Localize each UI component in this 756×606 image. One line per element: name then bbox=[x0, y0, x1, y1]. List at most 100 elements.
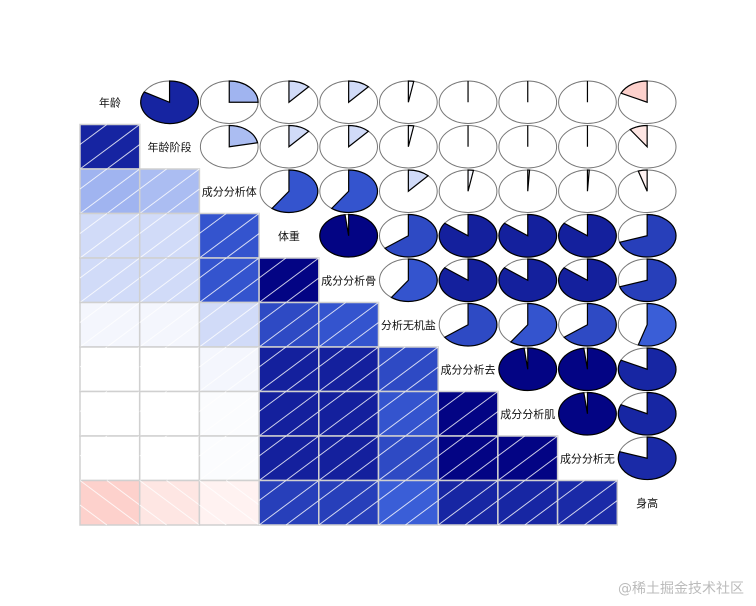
shade-line bbox=[79, 168, 108, 190]
shade-line bbox=[258, 435, 287, 457]
shade-line bbox=[225, 233, 260, 259]
shade-line bbox=[378, 435, 439, 481]
shade-line bbox=[225, 322, 260, 348]
variable-label: 年龄阶段 bbox=[148, 140, 192, 154]
shade-line bbox=[318, 346, 379, 392]
shade-line bbox=[106, 188, 140, 214]
shade-line bbox=[437, 391, 466, 412]
shade-line bbox=[79, 302, 108, 323]
pie-slice bbox=[467, 169, 475, 192]
shade-line bbox=[106, 480, 140, 506]
shade-line bbox=[139, 168, 167, 190]
shade-line bbox=[139, 213, 200, 259]
pie-slice bbox=[348, 80, 370, 104]
pie-slice bbox=[498, 258, 558, 303]
shade-line bbox=[199, 346, 260, 392]
shade-line bbox=[166, 366, 200, 392]
shade-line bbox=[139, 257, 167, 279]
pie-slice bbox=[617, 436, 677, 481]
shade-line bbox=[285, 411, 320, 437]
shade-line bbox=[258, 480, 320, 526]
shade-line bbox=[258, 391, 287, 412]
shade-line bbox=[199, 257, 227, 279]
variable-label: 成分分析体 bbox=[202, 184, 257, 198]
shade-line bbox=[557, 480, 585, 501]
pie-slice bbox=[319, 213, 379, 258]
shade-line bbox=[79, 213, 108, 234]
shade-line bbox=[106, 144, 140, 170]
shade-line bbox=[345, 322, 379, 348]
variable-label: 年龄 bbox=[99, 95, 121, 109]
shade-line bbox=[285, 455, 320, 481]
shade-line bbox=[79, 391, 140, 437]
pie-slice bbox=[558, 258, 617, 303]
pie-slice bbox=[563, 302, 617, 347]
shade-line bbox=[79, 168, 140, 214]
shade-line bbox=[378, 346, 439, 392]
shade-line bbox=[437, 435, 499, 481]
shade-line bbox=[584, 500, 618, 526]
pie-slice bbox=[407, 80, 415, 103]
shade-line bbox=[318, 435, 379, 481]
shade-line bbox=[79, 257, 140, 303]
pie-slice bbox=[527, 169, 531, 192]
shade-line bbox=[79, 257, 108, 279]
pie-slice bbox=[558, 391, 617, 436]
pie-slice bbox=[288, 80, 310, 104]
shade-line bbox=[166, 188, 200, 214]
shade-line bbox=[405, 455, 439, 481]
shade-line bbox=[378, 435, 406, 457]
shade-line bbox=[318, 346, 346, 368]
shade-line bbox=[285, 366, 320, 392]
shade-line bbox=[79, 346, 108, 368]
shade-line bbox=[139, 391, 167, 412]
shade-line bbox=[166, 322, 200, 348]
pie-slice bbox=[637, 169, 648, 192]
pie-slice bbox=[618, 258, 677, 303]
pie-slice bbox=[438, 258, 498, 303]
shade-line bbox=[378, 480, 439, 526]
shade-line bbox=[378, 391, 406, 412]
variable-label: 体重 bbox=[278, 229, 300, 243]
shade-line bbox=[378, 480, 406, 501]
shade-line bbox=[285, 500, 320, 526]
shade-line bbox=[106, 277, 140, 303]
shade-line bbox=[199, 435, 260, 481]
pie-slice bbox=[617, 391, 677, 436]
pie-slice bbox=[384, 213, 438, 258]
pie-slice bbox=[620, 80, 648, 104]
pie-slice bbox=[443, 302, 498, 347]
shade-line bbox=[106, 455, 140, 481]
shade-line bbox=[258, 435, 320, 481]
shade-line bbox=[79, 391, 108, 412]
shade-line bbox=[258, 346, 320, 392]
watermark: @稀土掘金技术社区 bbox=[618, 581, 744, 597]
shade-line bbox=[139, 435, 200, 481]
shade-line bbox=[437, 480, 499, 526]
shade-line bbox=[258, 302, 287, 323]
shade-line bbox=[345, 411, 379, 437]
shade-line bbox=[225, 411, 260, 437]
pie-slice bbox=[288, 124, 310, 148]
pie-slice bbox=[637, 302, 677, 347]
shade-line bbox=[225, 455, 260, 481]
shade-line bbox=[79, 213, 140, 259]
shade-line bbox=[378, 391, 439, 437]
pie-slice bbox=[498, 347, 558, 392]
shade-line bbox=[139, 391, 200, 437]
pie-slice bbox=[407, 124, 415, 147]
shade-line bbox=[166, 277, 200, 303]
shade-line bbox=[318, 302, 379, 348]
shade-line bbox=[139, 213, 167, 234]
shade-line bbox=[437, 480, 466, 501]
variable-label: 成分分析肌 bbox=[500, 407, 555, 421]
variable-label: 分析无机盐 bbox=[381, 318, 436, 332]
pie-slice bbox=[228, 80, 259, 103]
variable-label: 成分分析去 bbox=[441, 362, 496, 376]
shade-line bbox=[199, 346, 227, 368]
shade-line bbox=[199, 480, 260, 526]
shade-line bbox=[405, 500, 439, 526]
shade-line bbox=[166, 411, 200, 437]
pie-slice bbox=[438, 213, 498, 258]
shade-line bbox=[318, 480, 379, 526]
